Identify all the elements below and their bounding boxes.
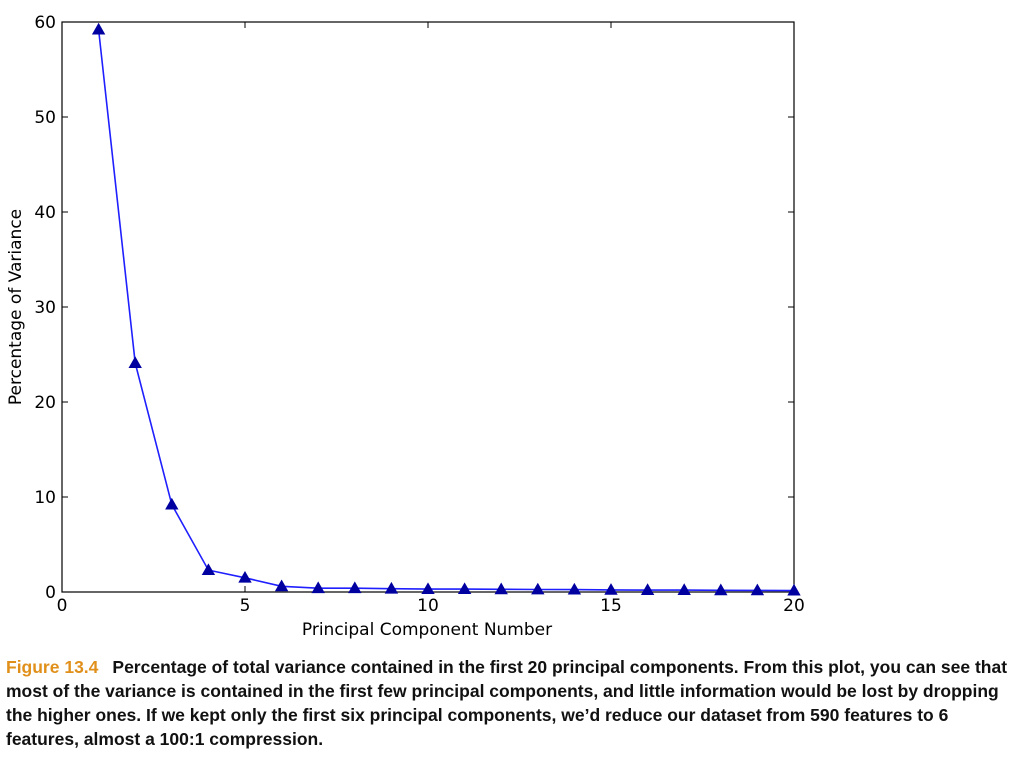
series-layer: [91, 22, 801, 596]
x-tick-label: 0: [57, 596, 68, 616]
data-point-marker: [677, 583, 691, 595]
data-point-marker: [421, 582, 435, 595]
figure-label: Figure 13.4: [6, 657, 99, 677]
data-point-marker: [311, 581, 325, 594]
data-point-marker: [640, 583, 655, 595]
y-tick-label: 60: [34, 13, 56, 33]
data-point-marker: [714, 583, 728, 596]
caption-text: Percentage of total variance contained i…: [6, 657, 1008, 749]
figure-caption: Figure 13.4 Percentage of total variance …: [6, 655, 1014, 751]
data-point-marker: [201, 563, 216, 576]
data-point-marker: [384, 581, 399, 594]
data-point-marker: [91, 22, 106, 35]
y-tick-label: 0: [45, 583, 56, 603]
x-tick-label: 15: [600, 596, 622, 616]
ticks-layer: 0 5 10 15 20 0 10 20 30 40 50 60: [34, 13, 804, 616]
y-tick-label: 30: [34, 298, 56, 318]
data-point-marker: [128, 356, 142, 368]
variance-chart: 0 5 10 15 20 0 10 20 30 40 50 60 Principal Componen…: [6, 13, 805, 640]
y-tick-label: 40: [34, 203, 56, 223]
x-axis-label: Principal Component Number: [302, 620, 552, 640]
data-point-marker: [238, 570, 252, 583]
series-line: [97, 29, 795, 592]
data-point-marker: [531, 582, 545, 595]
y-axis-label: Percentage of Variance: [6, 209, 26, 405]
data-point-marker: [457, 582, 472, 595]
data-point-marker: [567, 582, 582, 595]
chart-svg: 0 5 10 15 20 0 10 20 30 40 50 60 Principal Componen…: [6, 13, 805, 640]
data-point-marker: [604, 583, 618, 595]
x-tick-label: 20: [783, 596, 805, 616]
data-point-marker: [274, 579, 289, 592]
data-point-marker: [787, 583, 801, 596]
x-tick-label: 10: [417, 596, 439, 616]
y-tick-label: 50: [34, 108, 56, 128]
y-tick-label: 20: [34, 393, 56, 413]
y-tick-label: 10: [34, 488, 56, 508]
data-point-marker: [750, 583, 765, 596]
data-point-marker: [165, 497, 179, 510]
data-point-marker: [348, 581, 362, 594]
x-tick-label: 5: [240, 596, 251, 616]
data-point-marker: [494, 582, 508, 595]
